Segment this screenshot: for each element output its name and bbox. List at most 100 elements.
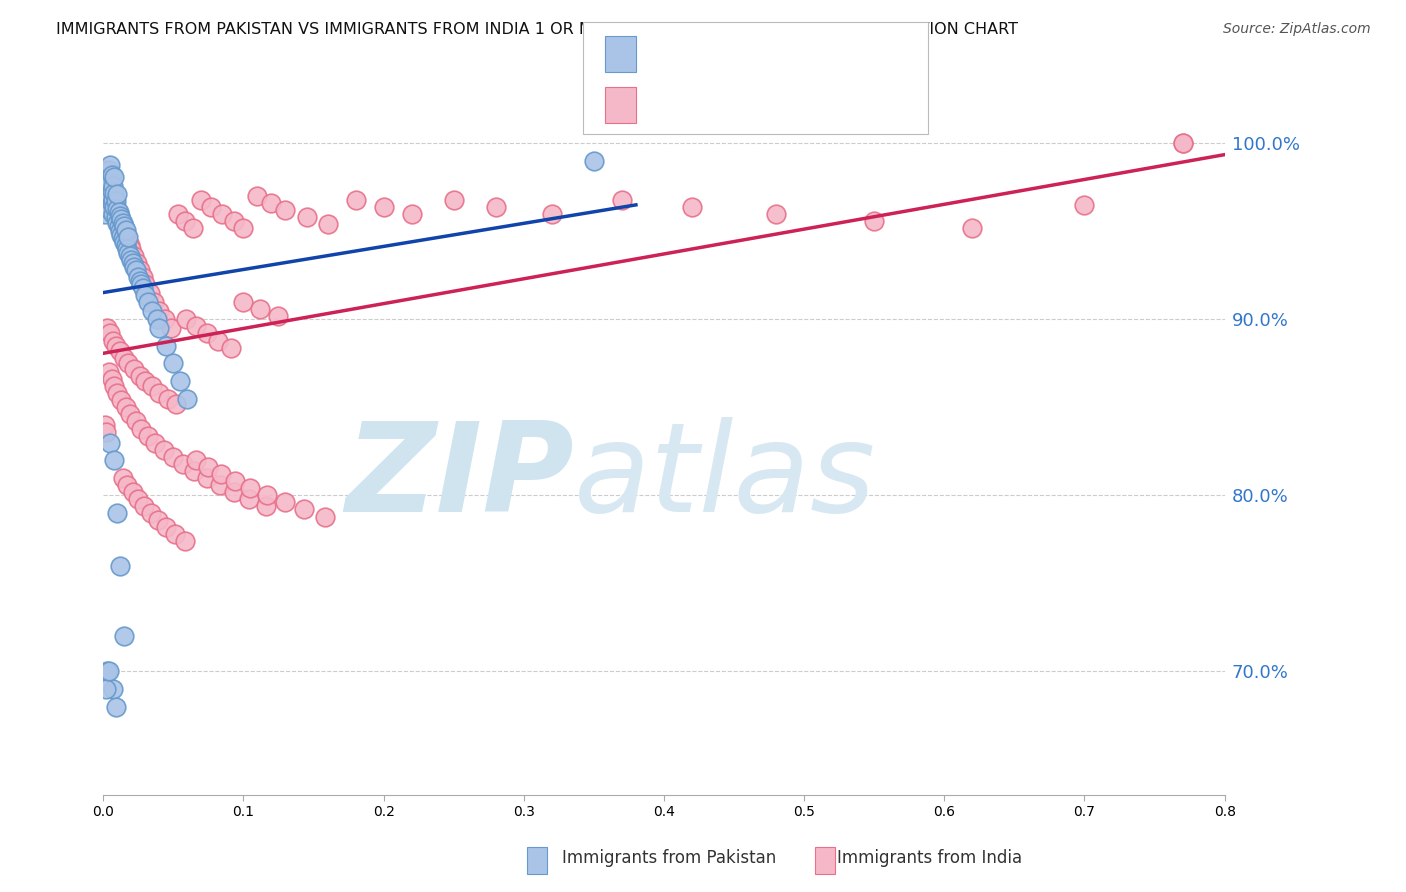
Point xyxy=(200,200,222,214)
Point xyxy=(114,222,136,236)
Point xyxy=(373,200,395,214)
Point xyxy=(111,216,134,230)
Point xyxy=(138,285,160,300)
Point xyxy=(103,169,125,184)
Point xyxy=(96,186,118,200)
Point xyxy=(104,203,127,218)
Point xyxy=(314,509,336,524)
Point xyxy=(173,214,195,228)
Point xyxy=(103,202,125,216)
Point xyxy=(166,207,188,221)
Point xyxy=(128,263,150,277)
Text: R = 0.246   N = 123: R = 0.246 N = 123 xyxy=(647,97,844,116)
Point xyxy=(105,216,128,230)
Point xyxy=(110,227,132,242)
Point xyxy=(211,207,233,221)
Point xyxy=(239,481,262,495)
Point xyxy=(209,467,232,482)
Point xyxy=(122,249,145,263)
Point xyxy=(127,270,149,285)
Point xyxy=(1073,198,1095,212)
Point xyxy=(195,471,218,485)
Point xyxy=(112,351,135,365)
Text: atlas: atlas xyxy=(574,417,876,538)
Point xyxy=(249,301,271,316)
Point xyxy=(104,211,127,225)
Point xyxy=(108,214,131,228)
Point xyxy=(117,235,139,249)
Point xyxy=(111,471,134,485)
Point xyxy=(485,200,508,214)
Point xyxy=(93,162,115,177)
Point xyxy=(94,171,117,186)
Point xyxy=(112,219,135,233)
Point xyxy=(136,428,159,442)
Point xyxy=(97,180,120,194)
Point xyxy=(162,356,184,370)
Point xyxy=(103,379,125,393)
Point xyxy=(139,506,162,520)
Point xyxy=(129,421,152,435)
Point xyxy=(129,277,152,292)
Point xyxy=(121,256,143,270)
Point xyxy=(120,252,142,267)
Point xyxy=(146,513,169,527)
Point xyxy=(1171,136,1194,151)
Point xyxy=(155,520,177,534)
Point xyxy=(117,229,139,244)
Point xyxy=(98,203,121,218)
Point xyxy=(96,198,118,212)
Point xyxy=(100,196,122,211)
Point xyxy=(118,238,141,252)
Point xyxy=(131,281,153,295)
Point xyxy=(238,491,260,506)
Point xyxy=(107,219,129,233)
Point xyxy=(101,198,124,212)
Point xyxy=(121,484,143,499)
Point xyxy=(98,189,121,203)
Point xyxy=(117,245,139,260)
Point xyxy=(246,189,269,203)
Point xyxy=(103,453,125,467)
Point xyxy=(443,193,465,207)
Point xyxy=(155,339,177,353)
Point xyxy=(128,274,150,288)
Point xyxy=(118,249,141,263)
Point xyxy=(117,356,139,370)
Point xyxy=(108,209,131,223)
Point xyxy=(93,207,115,221)
Point xyxy=(110,393,132,408)
Point xyxy=(115,478,138,492)
Point xyxy=(98,175,121,189)
Point xyxy=(260,196,283,211)
Point xyxy=(97,365,120,379)
Point xyxy=(101,193,124,207)
Point xyxy=(156,392,179,406)
Point xyxy=(101,334,124,348)
Point xyxy=(112,235,135,249)
Point xyxy=(1171,136,1194,151)
Point xyxy=(131,270,153,285)
Point xyxy=(224,475,246,489)
Point xyxy=(152,442,174,457)
Point xyxy=(101,207,124,221)
Point xyxy=(207,334,229,348)
Point xyxy=(107,205,129,219)
Point xyxy=(208,478,231,492)
Point xyxy=(108,344,131,359)
Point xyxy=(94,180,117,194)
Point xyxy=(181,220,204,235)
Point xyxy=(256,488,278,502)
Point xyxy=(159,321,181,335)
Point xyxy=(172,457,194,471)
Point xyxy=(96,180,118,194)
Point xyxy=(401,207,423,221)
Point xyxy=(122,260,145,274)
Point xyxy=(125,256,148,270)
Point xyxy=(108,224,131,238)
Point xyxy=(681,200,703,214)
Point xyxy=(100,168,122,182)
Point xyxy=(97,182,120,196)
Point xyxy=(190,193,212,207)
Point xyxy=(162,450,184,464)
